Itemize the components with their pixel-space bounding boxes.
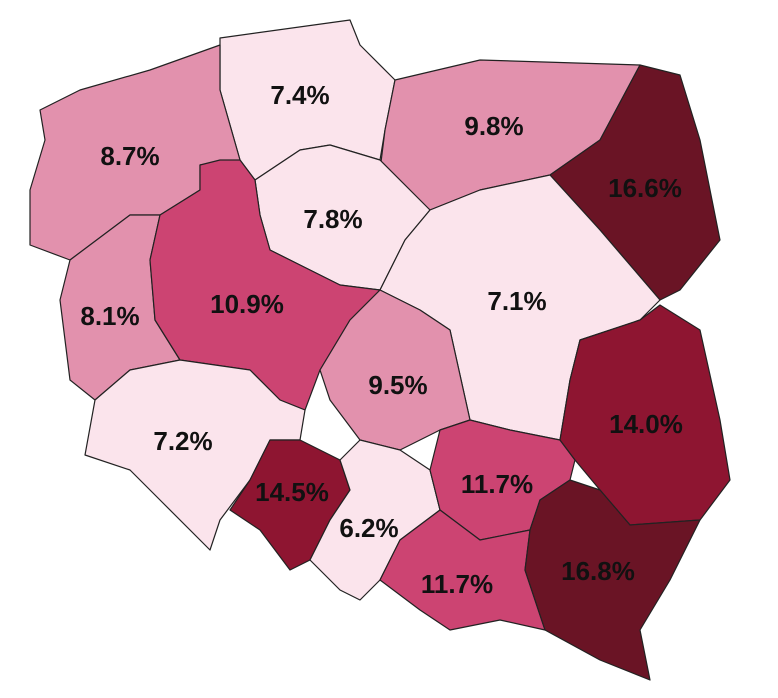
- region-labels: 7.4% 9.8% 16.6% 8.7% 7.8% 7.1% 8.1% 10.9…: [80, 80, 683, 599]
- region-label: 7.2%: [153, 426, 212, 456]
- region-label: 9.5%: [368, 370, 427, 400]
- region: [524, 479, 701, 681]
- region-label: 11.7%: [421, 569, 493, 599]
- region-label: 11.7%: [461, 469, 533, 499]
- region-label: 8.7%: [100, 141, 159, 171]
- region: [379, 509, 546, 631]
- region-label: 8.1%: [80, 301, 139, 331]
- region-label: 7.1%: [487, 286, 546, 316]
- region-label: 16.8%: [561, 556, 635, 586]
- region-label: 7.8%: [303, 204, 362, 234]
- region-label: 16.6%: [608, 173, 682, 203]
- regions: [29, 19, 731, 681]
- region-label: 14.5%: [255, 477, 329, 507]
- region-label: 14.0%: [609, 409, 683, 439]
- region-label: 10.9%: [210, 289, 284, 319]
- region: [549, 64, 721, 301]
- region-label: 7.4%: [270, 80, 329, 110]
- region-label: 9.8%: [464, 111, 523, 141]
- region-label: 6.2%: [339, 513, 398, 543]
